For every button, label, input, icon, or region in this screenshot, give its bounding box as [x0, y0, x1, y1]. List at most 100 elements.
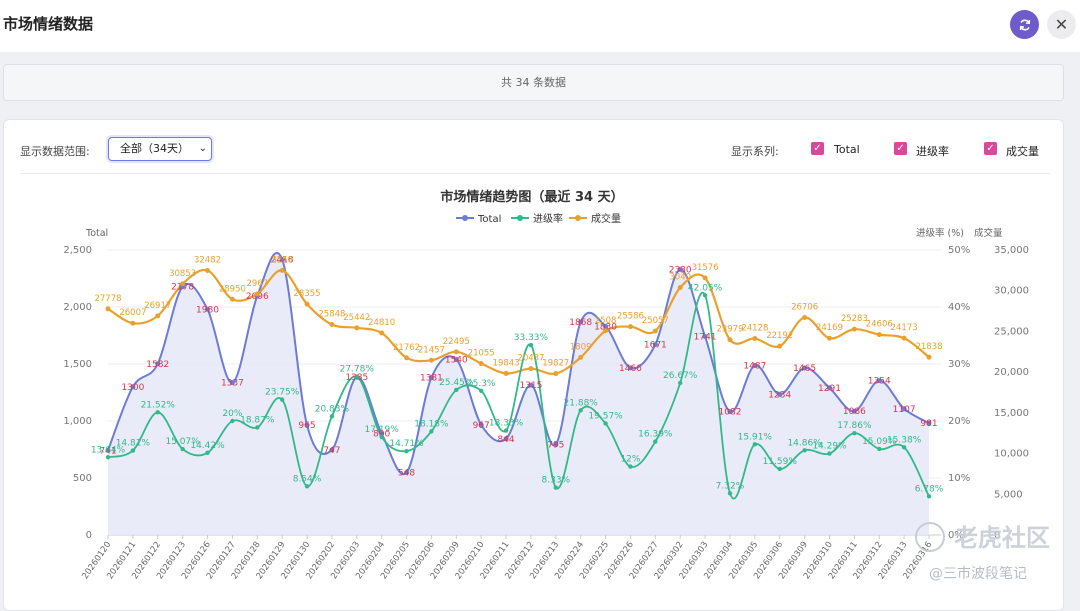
total-point [105, 448, 111, 454]
rate-point [777, 466, 782, 472]
rate-data-label: 14.86% [787, 438, 822, 448]
close-button[interactable]: ✕ [1047, 10, 1076, 39]
volume-point [702, 275, 708, 281]
y-right1-tick: 10% [948, 473, 970, 484]
total-data-label: 2178 [171, 283, 194, 293]
rate-data-label: 12% [620, 455, 640, 465]
total-data-label: 1671 [644, 341, 667, 351]
series-label: 显示系列: [731, 145, 779, 158]
total-data-label: 548 [398, 469, 415, 479]
total-point [752, 362, 758, 368]
y-right2-tick: 35,000 [994, 245, 1029, 256]
y-right2-tick: 20,000 [994, 367, 1029, 378]
legend-marker-0 [462, 215, 468, 221]
rate-data-label: 21.52% [141, 400, 176, 410]
total-data-label: 1234 [768, 390, 791, 400]
volume-point [851, 326, 857, 332]
rate-point [354, 374, 359, 379]
volume-data-label: 24606 [866, 320, 893, 330]
volume-point [428, 357, 434, 363]
rate-point [279, 397, 285, 402]
volume-point [777, 343, 783, 349]
total-data-label: 1315 [519, 381, 542, 391]
volume-data-label: 24169 [816, 323, 843, 333]
y-right1-tick: 40% [948, 302, 970, 313]
rate-point [852, 430, 857, 436]
rate-data-label: 23.75% [265, 388, 300, 398]
total-data-label: 1082 [719, 408, 742, 418]
rate-point [205, 450, 210, 456]
volume-point [329, 322, 335, 328]
rate-data-label: 7.32% [716, 481, 745, 491]
volume-data-label: 31576 [692, 263, 719, 273]
total-data-label: 1465 [793, 364, 816, 374]
rate-data-label: 26.67% [663, 371, 698, 381]
total-data-label: 967 [473, 421, 490, 431]
rate-data-label: 8.33% [542, 476, 571, 486]
volume-data-label: 19827 [542, 359, 569, 369]
total-data-label: 2330 [669, 265, 692, 275]
volume-point [354, 325, 360, 331]
volume-point [279, 267, 285, 273]
y-left-tick: 0 [86, 530, 92, 541]
y-right2-tick: 0 [994, 530, 1000, 541]
y-right1-tick: 20% [948, 416, 970, 427]
volume-data-label: 27778 [94, 294, 121, 304]
volume-data-label: 24810 [368, 318, 395, 328]
rate-data-label: 18.87% [240, 415, 275, 425]
volume-point [603, 328, 609, 334]
volume-point [528, 366, 534, 372]
volume-data-label: 21457 [418, 345, 445, 355]
total-data-label: 1868 [569, 318, 592, 328]
volume-data-label: 26706 [791, 303, 818, 313]
checkbox-total[interactable]: ✓ [811, 142, 824, 155]
range-select[interactable]: 全部（34天） ⌄ [108, 137, 212, 161]
total-data-label: 1291 [818, 384, 841, 394]
rate-point [429, 429, 434, 434]
checkbox-rate[interactable]: ✓ [894, 142, 907, 155]
volume-data-label: 3250 [271, 255, 293, 265]
legend-marker-2 [575, 215, 581, 221]
rate-point [702, 293, 708, 298]
volume-data-label: 25586 [617, 312, 644, 322]
volume-data-label: 19843 [493, 358, 520, 368]
total-data-label: 741 [99, 447, 116, 457]
total-point [826, 385, 832, 391]
rate-point [503, 428, 509, 433]
watermark-logo-text: 老虎社区 [954, 524, 1050, 552]
total-data-label: 844 [497, 435, 514, 445]
y-right2-tick: 25,000 [994, 326, 1029, 337]
volume-point [478, 361, 484, 367]
volume-data-label: 32482 [194, 256, 221, 266]
y-right2-tick: 5,000 [994, 489, 1023, 500]
total-data-label: 795 [547, 440, 564, 450]
rate-point [528, 342, 534, 348]
volume-data-label: 30853 [169, 269, 196, 279]
rate-data-label: 21.88% [564, 398, 599, 408]
volume-data-label: 25848 [318, 310, 345, 320]
rate-data-label: 13.64% [91, 445, 126, 455]
watermark-author-text: @三市波段笔记 [929, 565, 1027, 582]
total-data-label: 1741 [694, 333, 717, 343]
rate-point [329, 414, 335, 419]
refresh-button[interactable] [1010, 10, 1039, 39]
total-data-label: 1300 [121, 383, 144, 393]
volume-point [155, 313, 161, 319]
volume-data-label: 24173 [891, 323, 918, 333]
total-point [205, 306, 211, 312]
volume-data-label: 21055 [468, 349, 495, 359]
record-count-bar: 共 34 条数据 [3, 64, 1064, 101]
rate-data-label: 15.38% [887, 435, 922, 445]
volume-data-label: 2967 [246, 279, 268, 289]
volume-data-label: 2508 [595, 316, 617, 326]
volume-point [130, 320, 136, 326]
total-data-label: 1337 [221, 379, 244, 389]
rate-data-label: 18.18% [414, 419, 449, 429]
record-count: 共 34 条数据 [501, 76, 566, 89]
volume-data-label: 25442 [343, 313, 370, 323]
rate-point [901, 445, 907, 450]
rate-point [404, 448, 409, 454]
checkbox-volume[interactable]: ✓ [984, 142, 997, 155]
total-point [652, 342, 658, 348]
